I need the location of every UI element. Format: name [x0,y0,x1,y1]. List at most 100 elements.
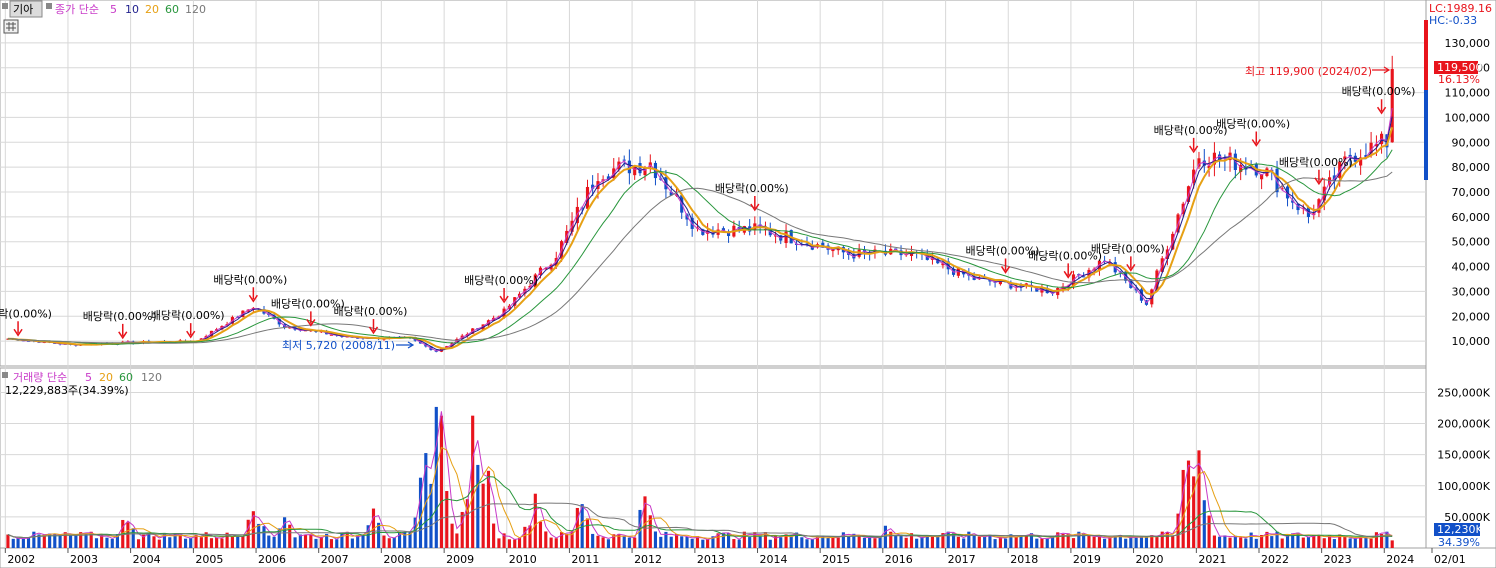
candle-body [1082,276,1086,278]
candle-body [329,334,334,336]
candle-body [1332,175,1336,181]
ma-legend-10: 10 [125,3,139,16]
volume-bar [1369,538,1373,548]
volume-bar [1192,476,1196,548]
volume-bar [1249,532,1253,548]
candle-body [1301,207,1305,209]
volume-bar [633,537,637,548]
volume-bar [329,539,334,548]
volume-bar [680,536,684,548]
ma-legend-120: 120 [185,3,206,16]
volume-bar [486,470,491,548]
volume-bar [889,531,893,548]
date-tick-label: 2009 [446,553,474,566]
dividend-arrow-icon [1314,169,1324,186]
candle-body [784,231,788,244]
volume-bar [585,518,590,548]
volume-bar [716,533,720,548]
volume-bar [492,523,496,548]
volume-bar [643,496,647,548]
candle-body [1291,200,1295,203]
price-tick-label: 10,000 [1452,335,1491,348]
candle-body [356,337,360,339]
candle-body [669,192,673,196]
volume-bar [1233,535,1237,548]
candle-body [706,230,710,234]
dividend-arrow-icon [368,318,379,335]
high-arrow-icon [1372,66,1391,74]
volume-bar [862,537,867,548]
price-panel[interactable] [0,0,1427,367]
volume-bar [831,537,835,548]
volume-bar [1285,534,1290,548]
volume-bar [1312,535,1316,548]
volume-bar [1003,538,1008,548]
volume-bar [836,537,840,548]
volume-bar [356,535,360,548]
low-annotation: 최저 5,720 (2008/11) [282,339,395,352]
volume-bar [445,491,449,548]
volume-bar [1328,535,1332,548]
dividend-label: 배당락(0.00%) [151,309,225,322]
dividend-label: 배당락(0.00%) [271,297,345,310]
volume-legend-icon[interactable] [2,372,8,378]
date-tick-label: 2023 [1324,553,1352,566]
volume-bar [507,539,511,548]
volume-bar [1380,533,1384,548]
dividend-arrow-icon [118,323,128,340]
volume-bar [1301,537,1305,548]
legend-toggle-icon[interactable] [2,3,8,9]
candle-body [643,167,647,176]
volume-panel[interactable] [0,367,1427,549]
volume-bar [1385,531,1389,548]
volume-bar [314,538,318,548]
stock-name-box[interactable] [9,0,43,18]
volume-bar [1364,537,1368,548]
volume-bar [209,538,214,548]
volume-bar [695,536,700,548]
volume-bar [742,531,746,548]
volume-bar [544,531,548,548]
volume-bar [815,536,820,548]
candle-body [622,159,626,161]
volume-bar [538,521,543,548]
date-tick-label: 2015 [822,553,850,566]
volume-bar [1045,538,1049,548]
volume-tick-label: 50,000K [1444,511,1490,524]
dividend-label: 배당락(0.00%) [1028,249,1102,262]
candle-body [1280,188,1284,190]
volume-bar [476,464,480,548]
dividend-arrow-icon [1000,258,1011,274]
volume-bar [105,537,109,548]
grid-table-icon[interactable] [3,19,19,34]
volume-bar [878,537,882,548]
volume-bar [768,539,772,548]
candle-body [1197,158,1201,167]
volume-bar [601,537,605,548]
date-tick-label: 2016 [885,553,913,566]
dividend-arrow-icon [1251,131,1261,147]
candle-body [701,229,705,235]
volume-bar [147,532,151,548]
volume-bar [1343,536,1347,548]
volume-bar [84,533,88,548]
volume-bar [183,538,188,548]
price-tick-label: 50,000 [1452,236,1491,249]
volume-bar [230,536,234,548]
volume-bar [1134,537,1138,548]
dividend-label: 배당락(0.00%) [0,307,52,320]
volume-bar [685,536,689,548]
candle-body [1364,154,1368,158]
volume-bar [1260,534,1264,548]
volume-bar [1040,538,1044,548]
date-axis-ticks: 2002 2003 2004 2005 2006 2007 2008 2009 2010 2011… [4,548,1466,566]
volume-bar [1019,535,1023,548]
volume-bar [94,538,99,548]
price-range-bar-up [1424,20,1428,90]
volume-bar [794,532,799,548]
date-tick-label: 2004 [133,553,161,566]
volume-bar [857,536,861,548]
volume-bar [418,477,423,548]
ma10-line [7,116,1393,351]
